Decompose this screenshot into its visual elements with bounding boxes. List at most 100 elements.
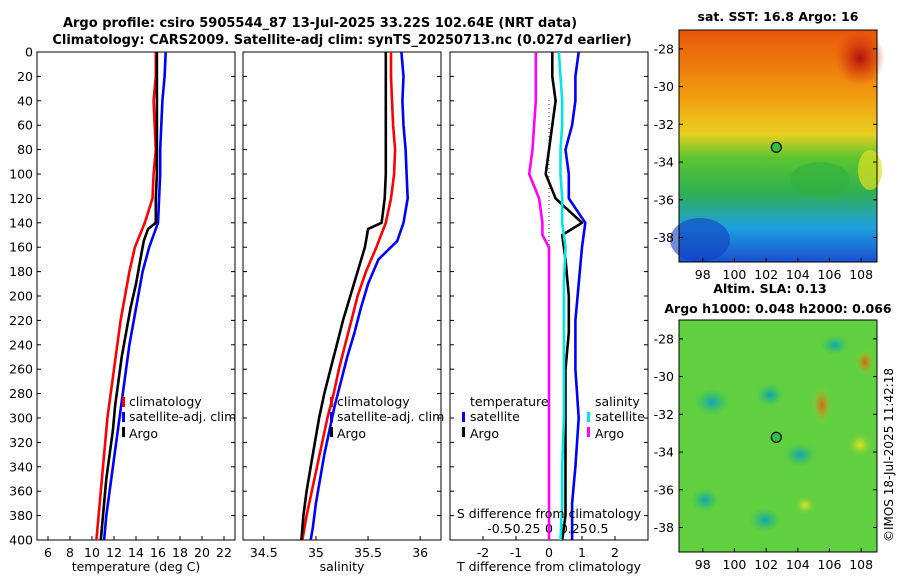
- y-tick-label: 340: [9, 459, 33, 474]
- sla-low-patch: [821, 335, 849, 355]
- y-tick-label: 80: [17, 142, 33, 157]
- series-line-climatology: [95, 52, 158, 540]
- sla-low-patch: [749, 508, 781, 532]
- difference-legend: temperature satellite Argo salinity sate…: [462, 394, 645, 441]
- argo-position-marker: [770, 431, 782, 443]
- x-tick-label: 100: [723, 557, 747, 572]
- x-tick-label: 98: [695, 267, 711, 282]
- sla-low-patch: [756, 383, 784, 407]
- top-tick-label: 0.25: [560, 521, 588, 536]
- sla-map: Altim. SLA: 0.13 Argo h1000: 0.048 h2000…: [654, 281, 892, 572]
- x-tick-label: 14: [128, 545, 144, 560]
- y-tick-label: -30: [654, 79, 674, 94]
- sla-high-patch: [855, 348, 875, 376]
- y-tick-label: 260: [9, 362, 33, 377]
- legend-swatch-argo: [330, 427, 333, 437]
- figure-title-line1: Argo profile: csiro 5905544_87 13-Jul-20…: [63, 16, 577, 31]
- x-tick-label: 18: [172, 545, 188, 560]
- y-tick-label: 320: [9, 435, 33, 450]
- y-tick-label: -32: [654, 117, 674, 132]
- x-tick-label: 102: [754, 557, 778, 572]
- x-tick-label: 16: [150, 545, 166, 560]
- legend-swatch-t-satellite: [462, 412, 465, 422]
- sst-map-title: sat. SST: 16.8 Argo: 16: [698, 9, 859, 24]
- series-line-satellite-adj-clim: [102, 52, 167, 540]
- x-tick-label: 104: [786, 557, 810, 572]
- x-tick-label: 6: [44, 545, 52, 560]
- x-tick-label: 35: [308, 545, 324, 560]
- sla-low-patch: [694, 388, 730, 416]
- sla-map-title-line2: Argo h1000: 0.048 h2000: 0.066: [664, 301, 892, 316]
- series-line-argo: [300, 52, 388, 540]
- x-tick-label: 108: [849, 267, 873, 282]
- y-tick-label: 380: [9, 508, 33, 523]
- y-tick-label: -36: [654, 192, 674, 207]
- legend-label: satellite-adj. clim: [337, 409, 444, 424]
- legend-label: Argo: [129, 426, 158, 441]
- series-line-s-argo: [527, 52, 551, 540]
- sla-high-patch: [812, 385, 832, 425]
- top-tick-label: -0.5: [487, 521, 511, 536]
- legend-title-salinity: salinity: [595, 394, 640, 409]
- x-tick-label: 12: [106, 545, 122, 560]
- y-tick-label: -34: [654, 155, 674, 170]
- sla-high-patch: [846, 431, 874, 459]
- salinity-series: [300, 52, 409, 540]
- legend-label: satellite-adj. clim: [129, 409, 236, 424]
- y-tick-label: 360: [9, 484, 33, 499]
- legend-label: Argo: [337, 426, 366, 441]
- x-tick-label: 102: [754, 267, 778, 282]
- sla-high-patch: [793, 495, 817, 515]
- sst-green-patch: [790, 162, 850, 198]
- sst-warm-patch: [835, 30, 885, 86]
- y-tick-label: 280: [9, 386, 33, 401]
- temperature-panel: 0 20 40 60 80 100 120 140 160 180 200 220 240 260 280 3…: [9, 45, 236, 575]
- difference-series: [527, 52, 587, 540]
- difference-panel: -2 -1 0 1 2 -0.5-0.25 0 0.25 0.5 S difference f…: [449, 51, 649, 574]
- legend-swatch-s-satellite: [587, 412, 590, 422]
- y-tick-label: -28: [654, 41, 674, 56]
- y-tick-label: 20: [17, 69, 33, 84]
- y-tick-label: 40: [17, 93, 33, 108]
- sla-low-patch: [691, 488, 719, 512]
- y-tick-label: -30: [654, 369, 674, 384]
- y-tick-label: -36: [654, 482, 674, 497]
- difference-top-xlabel: S difference from climatology: [457, 506, 642, 521]
- legend-swatch-satellite: [330, 412, 333, 422]
- figure-title-line2: Climatology: CARS2009. Satellite-adj cli…: [52, 33, 631, 48]
- x-tick-label: 10: [84, 545, 100, 560]
- sst-map-y-ticks: -28 -30 -32 -34 -36 -38: [654, 41, 877, 245]
- y-tick-label: 180: [9, 264, 33, 279]
- y-tick-label: 140: [9, 215, 33, 230]
- legend-label: climatology: [337, 394, 410, 409]
- salinity-legend: climatology satellite-adj. clim Argo: [330, 394, 444, 441]
- y-tick-label: 120: [9, 191, 33, 206]
- x-tick-label: 0: [545, 545, 553, 560]
- salinity-panel: 34.5 35 35.5 36 salinity climatology satell…: [242, 51, 444, 574]
- temperature-y-ticks: 0 20 40 60 80 100 120 140 160 180 200 220 240 260 280 3…: [9, 45, 235, 548]
- y-tick-label: 60: [17, 118, 33, 133]
- y-tick-label: -38: [654, 230, 674, 245]
- series-line-argo: [99, 52, 159, 540]
- temperature-x-ticks: 6 8 10 12 14 16 18 20 22: [44, 536, 232, 560]
- x-tick-label: 106: [818, 267, 842, 282]
- series-line-s-satellite: [557, 52, 567, 540]
- legend-swatch-climatology: [122, 397, 125, 407]
- sla-map-title-line1: Altim. SLA: 0.13: [713, 281, 826, 296]
- temperature-axes-frame: [36, 51, 236, 541]
- sla-low-patch: [784, 443, 816, 467]
- series-line-t-satellite: [564, 52, 587, 540]
- series-line-satellite-adj-clim: [309, 52, 409, 540]
- legend-title-temperature: temperature: [470, 394, 549, 409]
- sla-map-x-ticks: 98 100 102 104 106 108: [695, 548, 873, 572]
- sst-yellow-patch: [858, 150, 882, 190]
- y-tick-label: 160: [9, 240, 33, 255]
- argo-position-marker: [770, 141, 782, 153]
- x-tick-label: 100: [723, 267, 747, 282]
- y-tick-label: 0: [25, 45, 33, 60]
- y-tick-label: 300: [9, 411, 33, 426]
- top-tick-label: -0.25: [508, 521, 540, 536]
- y-tick-label: -34: [654, 445, 674, 460]
- x-tick-label: 2: [611, 545, 619, 560]
- difference-xlabel: T difference from climatology: [456, 559, 642, 574]
